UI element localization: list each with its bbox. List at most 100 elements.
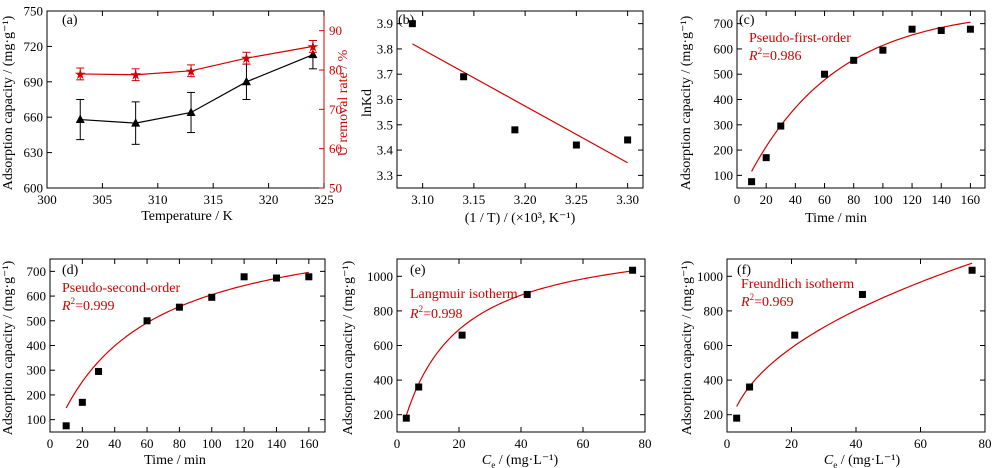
panel-d-ytick-label: 100: [27, 412, 47, 427]
panel-b-ytick-label: 3.7: [377, 67, 394, 82]
panel-e-xtick-label: 40: [515, 436, 528, 451]
panel-f-data-point: [968, 266, 976, 274]
panel-c-ytick-label: 100: [714, 168, 734, 183]
panel-f-data-point: [733, 414, 741, 422]
panel-f-r2: R2=0.969: [740, 292, 793, 310]
panel-f-xtick-label: 60: [914, 436, 927, 451]
panel-c-data-point: [937, 26, 945, 34]
panel-e-xtick-label: 80: [639, 436, 652, 451]
panel-a-xtick-label: 320: [259, 192, 279, 207]
panel-c-series: [748, 21, 974, 186]
panel-f-series: [733, 262, 976, 422]
panel-f-ytick-label: 1000: [697, 269, 723, 284]
panel-e-r2-value: =0.998: [423, 307, 462, 322]
panel-c-xtick-label: 40: [789, 192, 802, 207]
panel-d-xtick-label: 40: [108, 436, 121, 451]
panel-d-r2-value: =0.999: [75, 299, 114, 314]
panel-b-series: [408, 20, 632, 164]
panel-d-ylabel: Adsorption capacity / (mg·g⁻¹): [1, 260, 16, 435]
panel-e-data-point: [402, 414, 410, 422]
panel-f-fit-line: [736, 262, 973, 407]
panel-b-xlabel: (1 / T) / (×10³, K⁻¹): [465, 211, 576, 226]
panel-a-xtick-label: 325: [314, 192, 334, 207]
panel-c-xtick-label: 0: [734, 192, 741, 207]
panel-b-data-point: [624, 136, 632, 144]
panel-d-axes: 0 20 40 60 80 100 120 140 160 100 200 300 400 500 600 7…: [27, 258, 326, 451]
panel-a-triangle-marker: [75, 114, 85, 124]
panel-d-xtick-label: 100: [202, 436, 222, 451]
panel-e-data-point: [458, 331, 466, 339]
panel-e-data-point: [415, 383, 423, 391]
panel-b-data-point: [511, 126, 519, 134]
panel-b-xtick-label: 3.30: [616, 192, 639, 207]
panel-d-xtick-label: 60: [141, 436, 154, 451]
panel-d-xtick-label: 160: [299, 436, 319, 451]
panel-a-star-marker: ★: [185, 65, 198, 80]
panel-c-xtick-label: 140: [931, 192, 951, 207]
panel-d-ytick-label: 700: [27, 264, 47, 279]
panel-f-ytick-label: 200: [704, 407, 724, 422]
panel-b-xtick-label: 3.20: [514, 192, 537, 207]
panel-d-xtick-label: 120: [234, 436, 254, 451]
panel-e-frame: [396, 258, 646, 433]
panel-a-star-marker: ★: [240, 52, 253, 67]
panel-e-series: [402, 266, 637, 422]
panel-b-xtick-label: 3.15: [463, 192, 486, 207]
panel-e-data-point: [523, 290, 531, 298]
panel-b-data-point: [572, 141, 580, 149]
panel-a-ylabel: Adsorption capacity / (mg·g⁻¹): [1, 15, 16, 190]
panel-c-xtick-label: 80: [847, 192, 860, 207]
panel-d-fit-label: Pseudo-second-order: [62, 281, 181, 296]
panel-f-ytick-label: 400: [704, 373, 724, 388]
panel-f-xlabel: Ce / (mg·L⁻¹): [824, 453, 901, 468]
panel-b-xtick-label: 3.25: [565, 192, 588, 207]
panel-a-series-2: ★ ★ ★ ★ ★: [74, 40, 319, 84]
panel-a-star-marker: ★: [129, 69, 142, 84]
panel-a: (a) Temperature / K Adsorption capacity …: [1, 13, 351, 224]
panel-e-xtick-label: 0: [394, 436, 401, 451]
panel-c-xlabel: Time / min: [805, 211, 867, 226]
panel-d-ytick-label: 400: [27, 338, 47, 353]
panel-a-xlabel: Temperature / K: [141, 209, 233, 224]
panel-a-triangle-marker: [131, 118, 141, 127]
panel-c-ytick-label: 200: [714, 143, 734, 158]
panel-b-ytick-label: 3.6: [377, 92, 394, 107]
panel-f-xtick-label: 80: [979, 436, 992, 451]
panel-f-data-point: [746, 383, 754, 391]
panel-a-xtick-label: 315: [203, 192, 223, 207]
panel-f-axes: 0 20 40 60 80 200 400 600 800 1000: [697, 258, 992, 451]
panel-a-star-marker: ★: [74, 68, 87, 83]
panel-a-ytick-label: 720: [24, 39, 44, 54]
panel-f-data-point: [791, 331, 799, 339]
panel-b-axes: 3.10 3.15 3.20 3.25 3.30 3.3 3.4 3.5 3.6 3.7 3.8 3.…: [377, 10, 644, 207]
panel-a-triangle-marker: [186, 107, 196, 116]
panel-e-ytick-label: 600: [374, 338, 394, 353]
panel-a-triangle-marker: [241, 76, 251, 86]
panel-c-data-point: [748, 178, 756, 186]
panel-d-fit-line: [65, 271, 309, 409]
panel-c-ytick-label: 400: [714, 92, 734, 107]
panel-d-ytick-label: 200: [27, 387, 47, 402]
panel-a-ytick-label: 630: [24, 145, 44, 160]
panel-a-ytick-label: 690: [24, 74, 44, 89]
panel-f-r2-value: =0.969: [754, 295, 793, 310]
panel-f-xtick-label: 20: [785, 436, 798, 451]
panel-d-data-point: [175, 303, 183, 311]
panel-a-xtick-label: 300: [37, 192, 57, 207]
panel-d-xlabel: Time / min: [144, 453, 206, 468]
panel-d-data-point: [305, 273, 313, 281]
panel-c-ytick-label: 500: [714, 67, 734, 82]
panel-a-xtick-label: 305: [93, 192, 113, 207]
panel-f-xlabel-text: / (mg·L⁻¹): [841, 453, 901, 468]
panel-b-ytick-label: 3.4: [377, 143, 394, 158]
panel-c-data-point: [777, 122, 785, 130]
panel-a-triangle-marker: [308, 49, 318, 59]
panel-d-xtick-label: 140: [267, 436, 287, 451]
panel-c-xtick-label: 120: [902, 192, 922, 207]
panel-e-xtick-label: 60: [577, 436, 590, 451]
panel-b-data-point: [460, 73, 468, 81]
panel-a-y2tick-label: 60: [329, 141, 342, 156]
panel-d-xtick-label: 20: [76, 436, 89, 451]
panel-a-y2tick-label: 70: [329, 102, 342, 117]
